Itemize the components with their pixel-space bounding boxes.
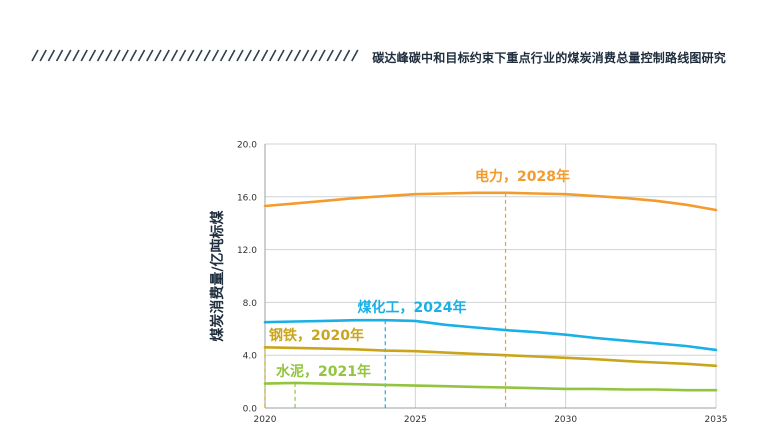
coal_chemical-peak-label: 煤化工，2024年 (358, 299, 467, 316)
page-header: 碳达峰碳中和目标约束下重点行业的煤炭消费总量控制路线图研究 (0, 0, 770, 80)
stripe-mark (301, 49, 310, 62)
power-peak-label: 电力，2028年 (475, 168, 570, 185)
stripe-mark (236, 49, 244, 62)
x-tick-label: 2030 (554, 415, 577, 425)
stripe-mark (170, 49, 179, 62)
stripe-mark (137, 49, 146, 62)
stripe-mark (326, 49, 334, 62)
stripe-mark (47, 49, 56, 62)
stripe-mark (31, 49, 39, 62)
stripe-mark (121, 49, 129, 62)
y-tick-label: 0.0 (243, 405, 258, 415)
x-tick-label: 2035 (705, 415, 728, 425)
y-tick-label: 4.0 (243, 352, 258, 362)
y-tick-label: 8.0 (243, 299, 258, 309)
stripe-mark (113, 49, 121, 62)
decorative-stripe-band (31, 49, 359, 62)
stripe-mark (203, 49, 211, 62)
stripe-mark (285, 49, 293, 62)
coal_chemical-series-line (263, 318, 718, 352)
stripe-mark (334, 49, 343, 62)
steel-series-line (263, 345, 718, 368)
stripe-mark (195, 49, 203, 62)
stripe-mark (154, 49, 162, 62)
stripe-mark (146, 49, 154, 62)
stripe-mark (64, 49, 72, 62)
stripe-mark (318, 49, 326, 62)
stripe-mark (162, 49, 170, 62)
axes: 0.0 4.0 8.0 12.0 16.0 20.0 2020 2025 2030 2035 (237, 141, 728, 426)
stripe-mark (244, 49, 252, 62)
stripe-mark (252, 49, 261, 62)
series-lines (263, 191, 718, 392)
stripe-mark (72, 49, 80, 62)
stripe-mark (211, 49, 220, 62)
stripe-mark (351, 49, 359, 62)
stripe-mark (228, 49, 236, 62)
stripe-mark (277, 49, 285, 62)
stripe-mark (293, 49, 302, 62)
y-tick-label: 20.0 (237, 141, 257, 151)
y-tick-label: 16.0 (237, 193, 257, 203)
peak-markers (264, 192, 507, 408)
cement-series-line (263, 381, 718, 392)
stripe-mark (178, 49, 187, 62)
stripe-mark (39, 49, 47, 62)
x-tick-label: 2025 (404, 415, 427, 425)
stripe-mark (260, 49, 269, 62)
stripe-mark (88, 49, 97, 62)
power-series-line (263, 191, 718, 212)
stripe-mark (105, 49, 113, 62)
report-title: 碳达峰碳中和目标约束下重点行业的煤炭消费总量控制路线图研究 (372, 51, 726, 65)
stripe-mark (96, 49, 105, 62)
stripe-mark (129, 49, 138, 62)
stripe-mark (219, 49, 228, 62)
stripe-mark (55, 49, 64, 62)
y-tick-label: 12.0 (237, 246, 257, 256)
y-axis-label: 煤炭消费量/亿吨标煤 (209, 209, 226, 341)
steel-peak-label: 钢铁，2020年 (269, 327, 364, 344)
stripe-mark (342, 49, 351, 62)
stripe-mark (269, 49, 277, 62)
cement-peak-label: 水泥，2021年 (276, 363, 371, 380)
stripe-mark (187, 49, 195, 62)
stripe-mark (310, 49, 318, 62)
stripe-mark (80, 49, 88, 62)
grid-lines (264, 143, 717, 409)
x-tick-label: 2020 (254, 415, 277, 425)
